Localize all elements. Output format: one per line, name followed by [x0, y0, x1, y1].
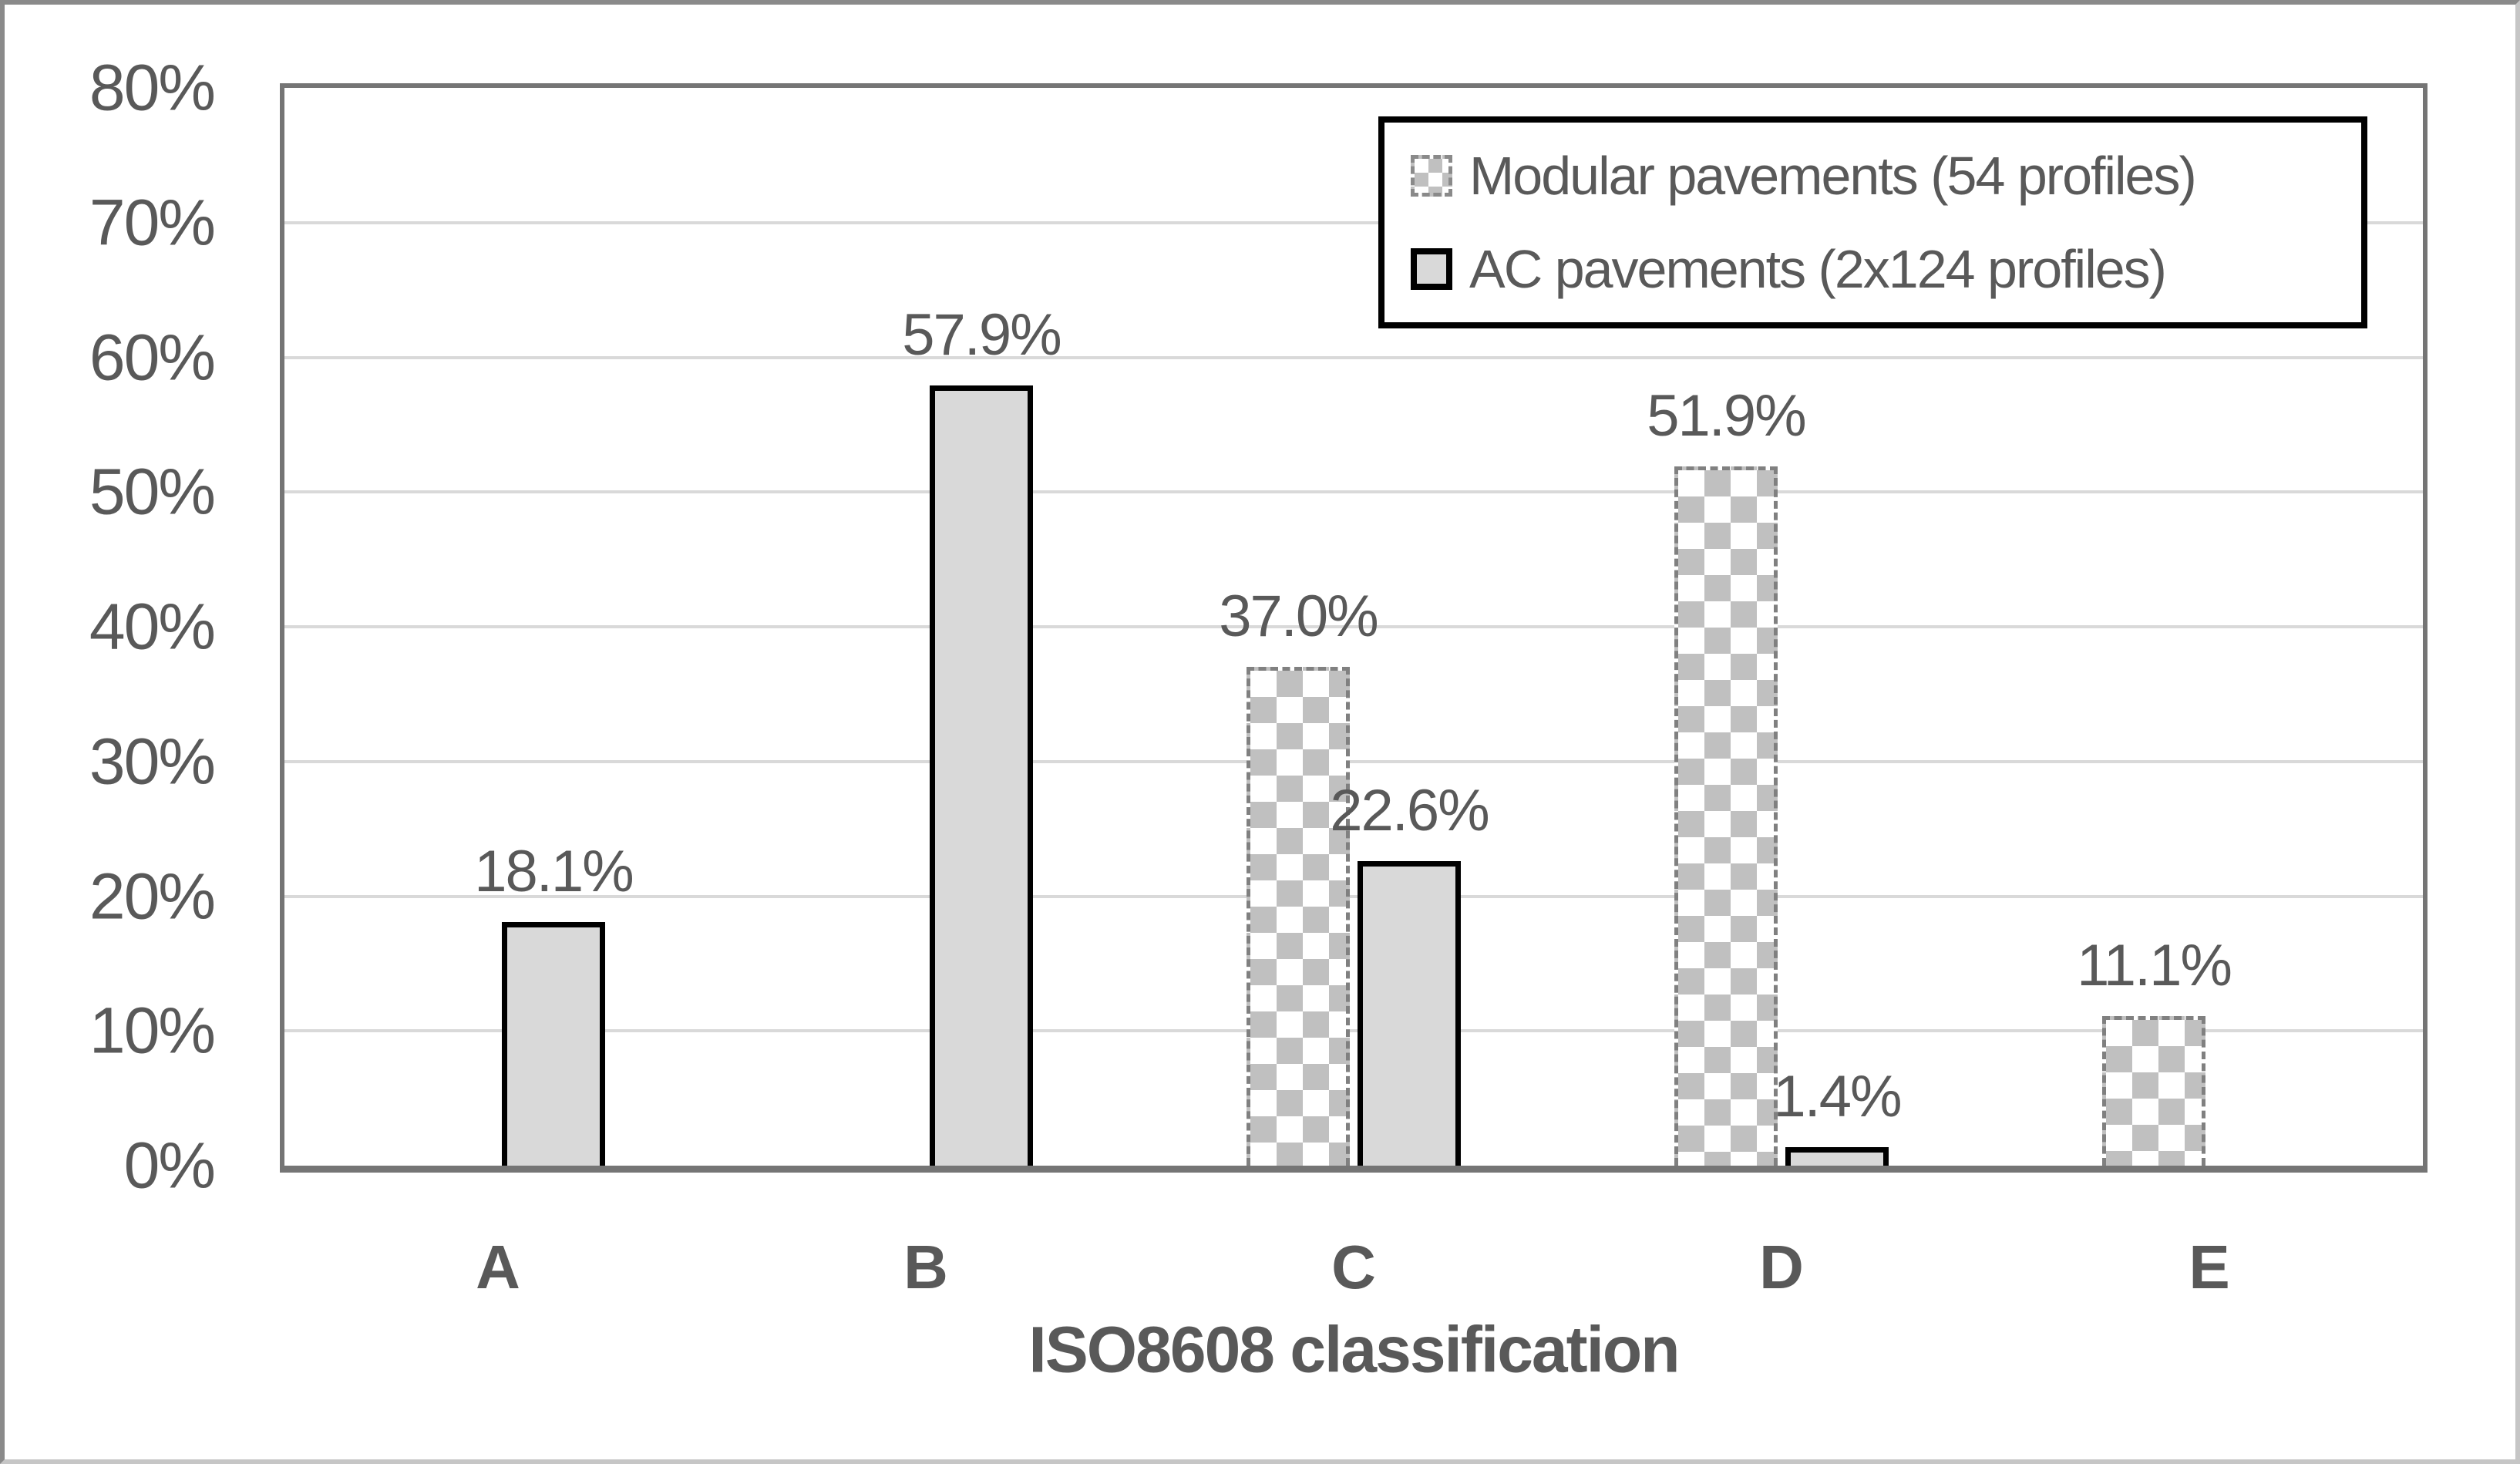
y-tick-label-0pct: 0%: [123, 1129, 216, 1202]
y-tick-label-30pct: 30%: [89, 725, 216, 798]
gridline-20pct: [284, 895, 2423, 898]
legend-item-ac: AC pavements (2x124 profiles): [1384, 238, 2361, 300]
data-label-modular-C: 37.0%: [1219, 584, 1379, 649]
bar-ac-C: [1358, 861, 1461, 1166]
legend: Modular pavements (54 profiles) AC pavem…: [1378, 116, 2367, 328]
data-label-ac-C: 22.6%: [1330, 778, 1490, 843]
gridline-70pct: [284, 221, 2423, 224]
x-category-label-D: D: [1759, 1233, 1804, 1301]
y-tick-label-40pct: 40%: [89, 590, 216, 663]
x-category-label-E: E: [2189, 1233, 2230, 1301]
gridline-40pct: [284, 625, 2423, 628]
gridline-30pct: [284, 760, 2423, 763]
legend-label-ac: AC pavements (2x124 profiles): [1469, 239, 2167, 300]
bar-modular-C: [1247, 667, 1350, 1166]
data-label-ac-D: 1.4%: [1773, 1064, 1902, 1129]
y-tick-label-20pct: 20%: [89, 860, 216, 933]
y-tick-label-50pct: 50%: [89, 455, 216, 528]
gridline-60pct: [284, 356, 2423, 359]
bar-ac-A: [502, 922, 605, 1166]
x-category-label-C: C: [1331, 1233, 1376, 1301]
y-tick-label-60pct: 60%: [89, 321, 216, 394]
gridline-10pct: [284, 1029, 2423, 1032]
data-label-ac-B: 57.9%: [902, 302, 1062, 368]
bar-modular-E: [2102, 1016, 2205, 1166]
bar-ac-D: [1785, 1147, 1889, 1166]
data-label-modular-E: 11.1%: [2077, 933, 2232, 998]
modular-pattern-swatch-icon: [1411, 154, 1452, 197]
x-category-label-A: A: [476, 1233, 520, 1301]
legend-label-modular: Modular pavements (54 profiles): [1469, 145, 2197, 206]
y-tick-label-70pct: 70%: [89, 186, 216, 259]
y-tick-label-10pct: 10%: [89, 994, 216, 1067]
bar-ac-B: [930, 385, 1033, 1166]
legend-item-modular: Modular pavements (54 profiles): [1384, 145, 2361, 207]
gridline-50pct: [284, 490, 2423, 493]
ac-pattern-swatch-icon: [1411, 248, 1452, 291]
y-tick-label-80pct: 80%: [89, 51, 216, 124]
data-label-modular-D: 51.9%: [1647, 383, 1807, 449]
data-label-ac-A: 18.1%: [474, 839, 634, 904]
bar-modular-D: [1674, 466, 1778, 1166]
x-category-label-B: B: [903, 1233, 948, 1301]
x-axis-title: ISO8608 classification: [1028, 1313, 1680, 1386]
